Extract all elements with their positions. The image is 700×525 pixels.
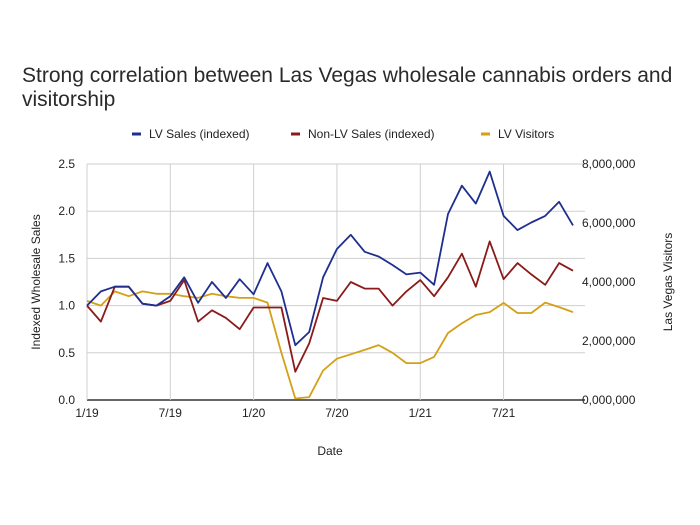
y2-tick-label: 2,000,000 [582, 334, 636, 348]
tick-labels: 0.0 0.5 1.0 1.5 2.0 2.5 0,000,000 2,000,000 4,00… [58, 157, 635, 420]
y2-tick-label: 6,000,000 [582, 216, 636, 230]
x-tick-label: 7/20 [325, 406, 349, 420]
series-line-lv-sales-indexed [86, 170, 574, 347]
series-line-lv-visitors [86, 290, 574, 400]
legend-label: LV Visitors [498, 127, 554, 141]
x-tick-label: 1/20 [242, 406, 266, 420]
series-lines [86, 170, 574, 400]
x-tick-label: 1/19 [75, 406, 99, 420]
y-tick-label: 0.0 [58, 393, 75, 407]
y-axis-label: Indexed Wholesale Sales [29, 214, 43, 349]
y-tick-label: 2.5 [58, 157, 75, 171]
x-tick-label: 7/21 [492, 406, 516, 420]
y-tick-label: 2.0 [58, 204, 75, 218]
legend-label: Non-LV Sales (indexed) [308, 127, 435, 141]
y2-axis-label: Las Vegas Visitors [661, 233, 675, 332]
x-tick-label: 7/19 [159, 406, 183, 420]
legend: LV Sales (indexed) Non-LV Sales (indexed)… [132, 127, 554, 141]
y-tick-label: 0.5 [58, 346, 75, 360]
x-tick-label: 1/21 [409, 406, 433, 420]
y2-tick-label: 4,000,000 [582, 275, 636, 289]
y-tick-label: 1.0 [58, 299, 75, 313]
chart-title: Strong correlation between Las Vegas who… [22, 64, 673, 111]
legend-label: LV Sales (indexed) [149, 127, 250, 141]
y-tick-label: 1.5 [58, 251, 75, 265]
series-line-non-lv-sales-indexed [86, 240, 574, 373]
y2-tick-label: 0,000,000 [582, 393, 636, 407]
gridlines [86, 163, 585, 401]
y2-tick-label: 8,000,000 [582, 157, 636, 171]
x-axis-label: Date [317, 444, 343, 458]
